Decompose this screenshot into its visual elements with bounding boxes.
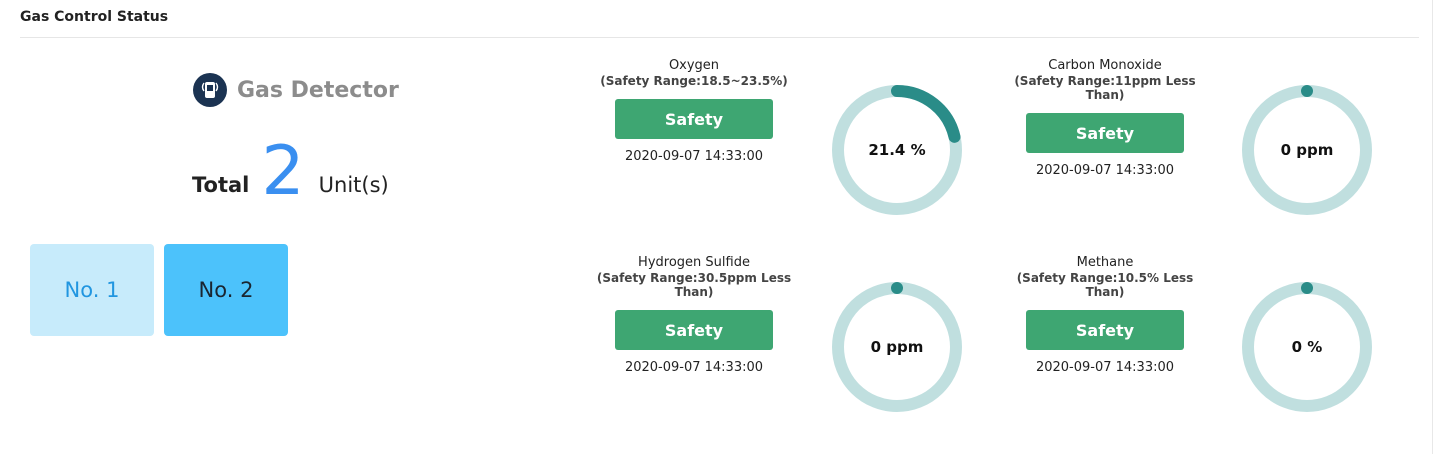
oxygen-name: Oxygen xyxy=(668,58,720,73)
oxygen-status-button[interactable]: Safety xyxy=(615,99,773,139)
carbon-monoxide-timestamp: 2020-09-07 14:33:00 xyxy=(1035,163,1175,178)
methane-safety-range-line: Than) xyxy=(1085,285,1125,299)
oxygen-safety-range-line: (Safety Range:18.5~23.5%) xyxy=(600,74,788,88)
carbon-monoxide-safety-range: (Safety Range:11ppm Less Than) xyxy=(990,74,1220,102)
hydrogen-sulfide-gauge-value: 0 ppm xyxy=(870,338,924,356)
carbon-monoxide-name: Carbon Monoxide xyxy=(1048,58,1162,73)
methane-status-button[interactable]: Safety xyxy=(1026,310,1184,350)
unit-1-button[interactable]: No. 1 xyxy=(30,244,154,336)
oxygen-gauge: 21.4 % xyxy=(827,80,967,220)
methane-safety-range: (Safety Range:10.5% Less Than) xyxy=(990,271,1220,299)
oxygen-gauge-fill xyxy=(832,85,962,215)
methane-gauge-fill xyxy=(1301,282,1313,294)
gas-detector-header: Gas Detector xyxy=(193,73,399,107)
unit-2-button[interactable]: No. 2 xyxy=(164,244,288,336)
methane-gauge-value: 0 % xyxy=(1291,338,1323,356)
hydrogen-sulfide-gauge-fill xyxy=(891,282,903,294)
carbon-monoxide-safety-range-line: Than) xyxy=(1085,88,1125,102)
hydrogen-sulfide-safety-range-line: (Safety Range:30.5ppm Less xyxy=(596,271,792,285)
oxygen-safety-range: (Safety Range:18.5~23.5%) xyxy=(579,74,809,88)
total-label: Total xyxy=(192,173,250,197)
carbon-monoxide-gauge-fill xyxy=(1301,85,1313,97)
oxygen-gauge-value: 21.4 % xyxy=(868,141,926,159)
total-count: 2 xyxy=(261,132,305,211)
unit-label: Unit(s) xyxy=(318,173,389,197)
hydrogen-sulfide-name: Hydrogen Sulfide xyxy=(638,255,750,270)
carbon-monoxide-safety-range-line: (Safety Range:11ppm Less xyxy=(1014,74,1196,88)
carbon-monoxide-gauge-value: 0 ppm xyxy=(1280,141,1334,159)
hydrogen-sulfide-gauge: 0 ppm xyxy=(827,277,967,417)
methane-safety-range-line: (Safety Range:10.5% Less xyxy=(1016,271,1194,285)
total-units: Total 2 Unit(s) xyxy=(192,136,389,208)
methane-timestamp: 2020-09-07 14:33:00 xyxy=(1035,360,1175,375)
gas-detector-label: Gas Detector xyxy=(237,77,399,103)
title-divider xyxy=(20,37,1419,38)
hydrogen-sulfide-status-button[interactable]: Safety xyxy=(615,310,773,350)
hydrogen-sulfide-safety-range-line: Than) xyxy=(674,285,714,299)
panel-title: Gas Control Status xyxy=(20,9,169,25)
methane-name: Methane xyxy=(1076,255,1134,270)
hydrogen-sulfide-safety-range: (Safety Range:30.5ppm Less Than) xyxy=(579,271,809,299)
carbon-monoxide-gauge: 0 ppm xyxy=(1237,80,1377,220)
hydrogen-sulfide-timestamp: 2020-09-07 14:33:00 xyxy=(624,360,764,375)
gas-detector-icon xyxy=(193,73,227,107)
carbon-monoxide-status-button[interactable]: Safety xyxy=(1026,113,1184,153)
panel-right-border xyxy=(1432,0,1433,454)
oxygen-timestamp: 2020-09-07 14:33:00 xyxy=(624,149,764,164)
methane-gauge: 0 % xyxy=(1237,277,1377,417)
